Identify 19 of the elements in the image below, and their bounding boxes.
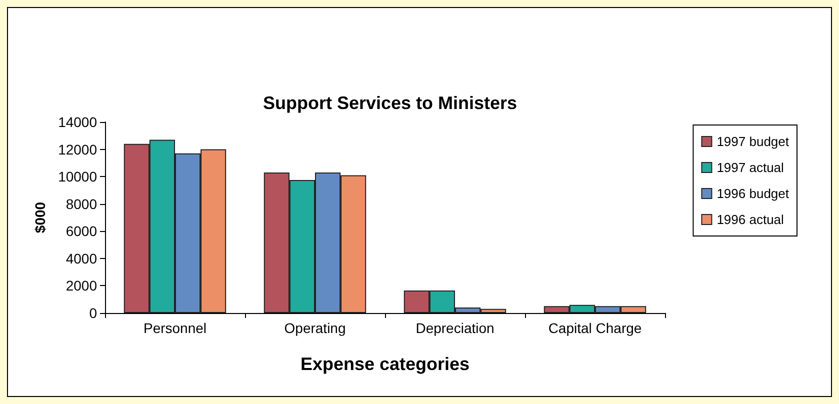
x-tick-label: Depreciation [416,320,494,336]
legend-label: 1996 actual [716,212,784,227]
chart-title: Support Services to Ministers [262,93,518,113]
y-tick-label: 6000 [66,223,98,240]
y-axis-title: $000 [32,202,48,234]
x-tick-label: Personnel [143,320,207,336]
x-tick-label: Capital Charge [548,320,642,336]
y-tick-label: 14000 [58,114,98,130]
y-tick-label: 4000 [66,250,98,266]
y-tick-label: 8000 [66,196,98,212]
x-tick-label: Operating [284,320,346,336]
x-axis-title: Expense categories [300,354,470,374]
y-tick-label: 0 [89,305,98,321]
legend-label: 1997 budget [716,134,790,149]
y-tick-label: 10000 [58,168,98,185]
y-tick-label: 2000 [66,278,98,294]
y-tick-label: 12000 [58,141,98,158]
legend-label: 1997 actual [716,160,784,175]
legend-label: 1996 budget [716,186,790,201]
